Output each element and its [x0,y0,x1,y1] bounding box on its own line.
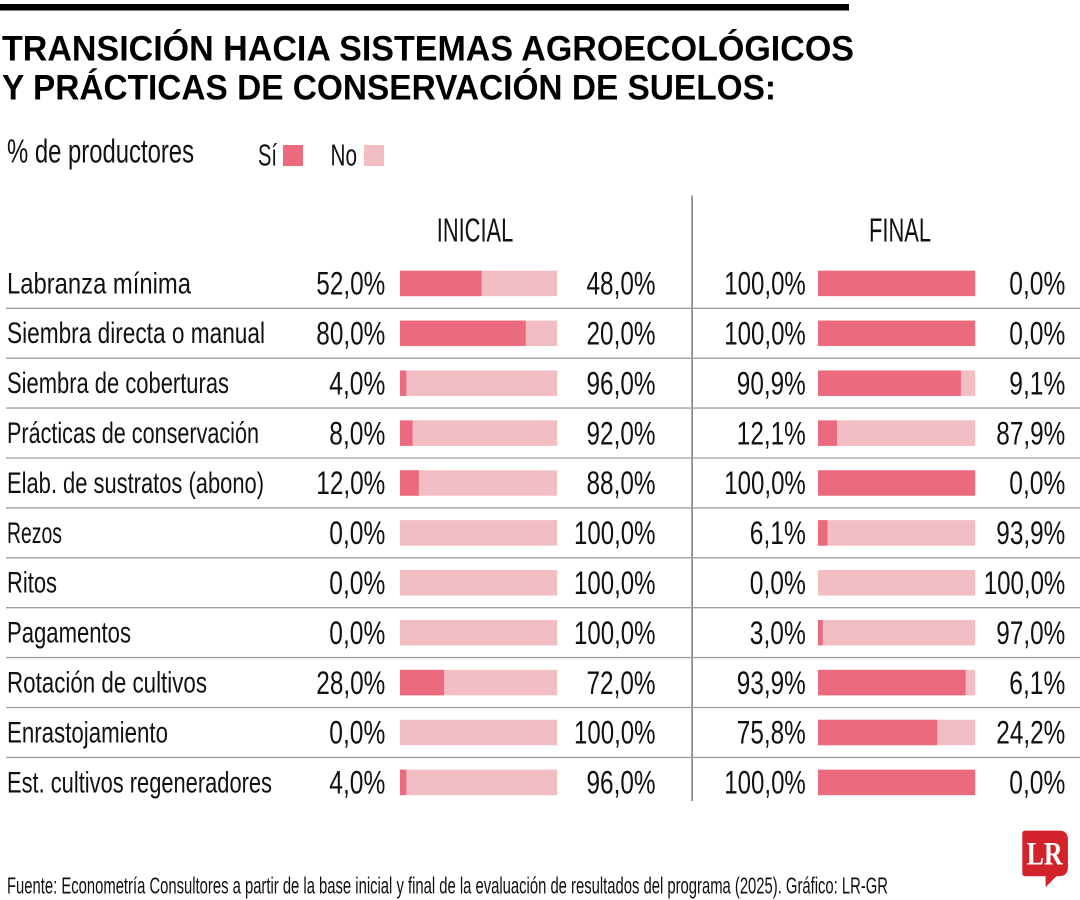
svg-text:FINAL: FINAL [869,211,931,248]
svg-text:0,0%: 0,0% [1009,765,1065,801]
svg-text:Siembra de coberturas: Siembra de coberturas [7,367,229,400]
svg-text:Rezos: Rezos [7,517,62,550]
svg-text:28,0%: 28,0% [316,665,385,701]
svg-text:100,0%: 100,0% [574,615,656,651]
svg-text:87,9%: 87,9% [996,415,1065,451]
svg-text:Prácticas de conservación: Prácticas de conservación [7,417,259,450]
svg-text:6,1%: 6,1% [750,515,806,551]
svg-text:93,9%: 93,9% [737,665,806,701]
svg-text:100,0%: 100,0% [724,765,806,801]
svg-text:48,0%: 48,0% [587,266,656,302]
svg-text:INICIAL: INICIAL [437,211,514,248]
svg-text:97,0%: 97,0% [996,615,1065,651]
svg-text:100,0%: 100,0% [574,715,656,751]
svg-text:75,8%: 75,8% [737,715,806,751]
svg-text:0,0%: 0,0% [1009,266,1065,302]
svg-text:Labranza mínima: Labranza mínima [7,267,191,300]
svg-text:LR: LR [1027,836,1064,872]
svg-text:No: No [331,137,358,172]
svg-text:Pagamentos: Pagamentos [7,617,131,650]
svg-text:4,0%: 4,0% [329,765,385,801]
svg-text:4,0%: 4,0% [329,365,385,401]
svg-text:0,0%: 0,0% [750,565,806,601]
svg-text:Rotación de cultivos: Rotación de cultivos [7,667,207,700]
svg-text:TRANSICIÓN HACIA SISTEMAS AGRO: TRANSICIÓN HACIA SISTEMAS AGROECOLÓGICOS [2,28,854,68]
svg-text:100,0%: 100,0% [574,515,656,551]
svg-text:100,0%: 100,0% [724,316,806,352]
svg-text:24,2%: 24,2% [996,715,1065,751]
svg-text:3,0%: 3,0% [750,615,806,651]
svg-text:Y PRÁCTICAS DE CONSERVACIÓN DE: Y PRÁCTICAS DE CONSERVACIÓN DE SUELOS: [2,67,776,107]
svg-text:Enrastojamiento: Enrastojamiento [7,716,168,749]
svg-text:0,0%: 0,0% [329,565,385,601]
svg-text:100,0%: 100,0% [724,266,806,302]
svg-text:20,0%: 20,0% [587,316,656,352]
svg-text:52,0%: 52,0% [316,266,385,302]
svg-text:9,1%: 9,1% [1009,365,1065,401]
svg-text:92,0%: 92,0% [587,415,656,451]
svg-text:80,0%: 80,0% [316,316,385,352]
svg-text:Siembra directa o manual: Siembra directa o manual [7,317,265,350]
svg-text:Ritos: Ritos [7,567,57,600]
svg-text:0,0%: 0,0% [329,715,385,751]
svg-text:96,0%: 96,0% [587,765,656,801]
svg-text:96,0%: 96,0% [587,365,656,401]
svg-text:6,1%: 6,1% [1009,665,1065,701]
svg-text:0,0%: 0,0% [329,515,385,551]
svg-text:100,0%: 100,0% [724,465,806,501]
svg-text:% de productores: % de productores [7,133,194,170]
svg-text:90,9%: 90,9% [737,365,806,401]
svg-text:0,0%: 0,0% [1009,316,1065,352]
svg-text:Sí: Sí [258,137,277,172]
svg-text:Fuente: Econometría Consultore: Fuente: Econometría Consultores a partir… [7,873,888,899]
svg-text:12,0%: 12,0% [316,465,385,501]
svg-text:72,0%: 72,0% [587,665,656,701]
svg-text:100,0%: 100,0% [574,565,656,601]
svg-text:0,0%: 0,0% [1009,465,1065,501]
svg-text:8,0%: 8,0% [329,415,385,451]
svg-text:Elab. de sustratos (abono): Elab. de sustratos (abono) [7,467,264,500]
svg-text:12,1%: 12,1% [737,415,806,451]
svg-text:0,0%: 0,0% [329,615,385,651]
svg-text:Est. cultivos regeneradores: Est. cultivos regeneradores [7,766,272,799]
svg-text:100,0%: 100,0% [984,565,1066,601]
svg-text:88,0%: 88,0% [587,465,656,501]
svg-text:93,9%: 93,9% [996,515,1065,551]
